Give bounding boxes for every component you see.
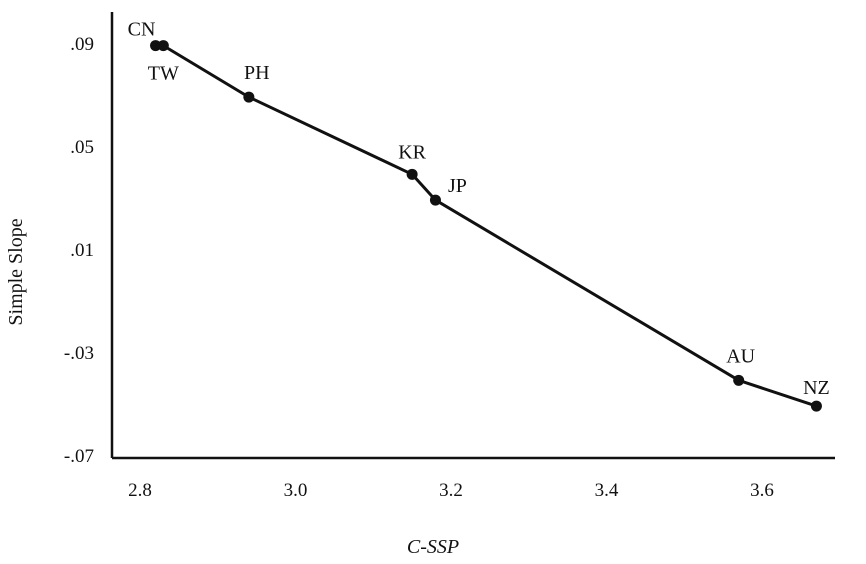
- data-point-ph: [243, 91, 255, 103]
- data-point-kr: [406, 168, 418, 180]
- y-tick-labels: .09 .05 .01 -.03 -.07: [64, 34, 94, 467]
- x-tick-label: 2.8: [128, 480, 152, 501]
- data-label-cn: CN: [128, 19, 156, 41]
- x-axis-title: C-SSP: [407, 536, 459, 558]
- x-tick-labels: 2.8 3.0 3.2 3.4 3.6: [128, 480, 774, 501]
- data-point-tw: [157, 40, 169, 52]
- data-point-au: [733, 374, 745, 386]
- axes: [110, 12, 835, 460]
- data-point-cn: [150, 40, 162, 52]
- y-tick-label: -.03: [64, 343, 94, 364]
- data-label-nz: NZ: [803, 377, 830, 399]
- series-line: [155, 44, 817, 408]
- data-point-nz: [810, 400, 822, 412]
- y-axis-title: Simple Slope: [5, 218, 27, 325]
- data-label-au: AU: [726, 345, 755, 367]
- data-points: [150, 40, 822, 412]
- y-tick-label: .05: [70, 137, 94, 158]
- y-tick-label: .09: [70, 34, 94, 55]
- x-tick-label: 3.6: [750, 480, 774, 501]
- data-point-labels: CN TW PH KR JP AU NZ: [128, 19, 830, 400]
- y-tick-label: -.07: [64, 446, 94, 467]
- data-label-ph: PH: [244, 62, 270, 84]
- data-label-tw: TW: [148, 63, 179, 85]
- y-tick-label: .01: [70, 240, 94, 261]
- data-label-kr: KR: [398, 141, 426, 163]
- x-tick-label: 3.2: [439, 480, 463, 501]
- x-tick-label: 3.0: [284, 480, 308, 501]
- data-label-jp: JP: [448, 175, 467, 197]
- x-tick-label: 3.4: [595, 480, 619, 501]
- data-point-jp: [429, 194, 441, 206]
